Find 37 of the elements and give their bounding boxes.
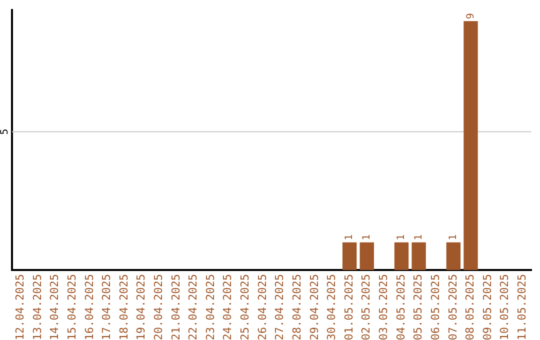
data-label: 1: [448, 234, 460, 240]
x-tick-label: 22.04.2025: [186, 274, 200, 340]
x-tick-label: 15.04.2025: [65, 274, 78, 340]
x-tick-label: 12.04.2025: [14, 274, 27, 340]
data-label: 1: [361, 234, 372, 240]
x-tick-label: 30.04.2025: [325, 274, 338, 340]
x-tick-label: 09.05.2025: [480, 274, 494, 340]
x-tick-label: 02.05.2025: [360, 274, 373, 340]
x-tick-label: 06.05.2025: [428, 274, 442, 340]
ref-line-label: 5: [0, 128, 11, 135]
x-tick-label: 18.04.2025: [117, 274, 130, 340]
data-label: 1: [413, 234, 424, 240]
x-tick-label: 23.04.2025: [204, 274, 217, 340]
x-tick-label: 27.04.2025: [273, 274, 286, 340]
x-tick-label: 14.04.2025: [48, 274, 62, 340]
x-tick-label: 29.04.2025: [308, 274, 321, 340]
x-tick-label: 26.04.2025: [256, 274, 269, 340]
x-tick-label: 10.05.2025: [498, 274, 512, 340]
data-label: 1: [396, 234, 408, 240]
x-tick-label: 05.05.2025: [412, 274, 425, 340]
x-tick-label: 20.04.2025: [152, 274, 165, 340]
x-tick-label: 03.05.2025: [377, 274, 390, 340]
data-label: 1: [344, 234, 356, 240]
x-tick-label: 01.05.2025: [342, 274, 356, 340]
x-tick-label: 08.05.2025: [464, 274, 477, 340]
x-tick-label: 11.05.2025: [516, 274, 529, 340]
x-tick-label: 04.05.2025: [394, 274, 408, 340]
x-tick-label: 07.05.2025: [446, 274, 460, 340]
x-tick-label: 17.04.2025: [100, 274, 114, 340]
x-tick-label: 13.04.2025: [30, 274, 44, 340]
x-tick-label: 21.04.2025: [169, 274, 182, 340]
x-tick-label: 25.04.2025: [238, 274, 252, 340]
x-tick-label: 28.04.2025: [290, 274, 304, 340]
x-tick-label: 16.04.2025: [82, 274, 96, 340]
x-tick-label: 19.04.2025: [134, 274, 148, 340]
data-label: 9: [465, 13, 476, 20]
x-tick-label: 24.04.2025: [221, 274, 234, 340]
